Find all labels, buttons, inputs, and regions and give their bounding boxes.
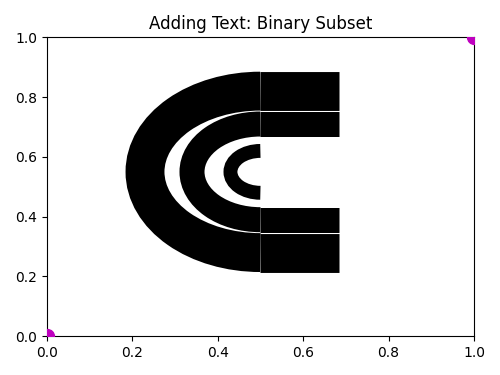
Point [42,333,50,339]
Title: Adding Text: Binary Subset: Adding Text: Binary Subset [148,15,372,33]
Point [470,34,478,40]
